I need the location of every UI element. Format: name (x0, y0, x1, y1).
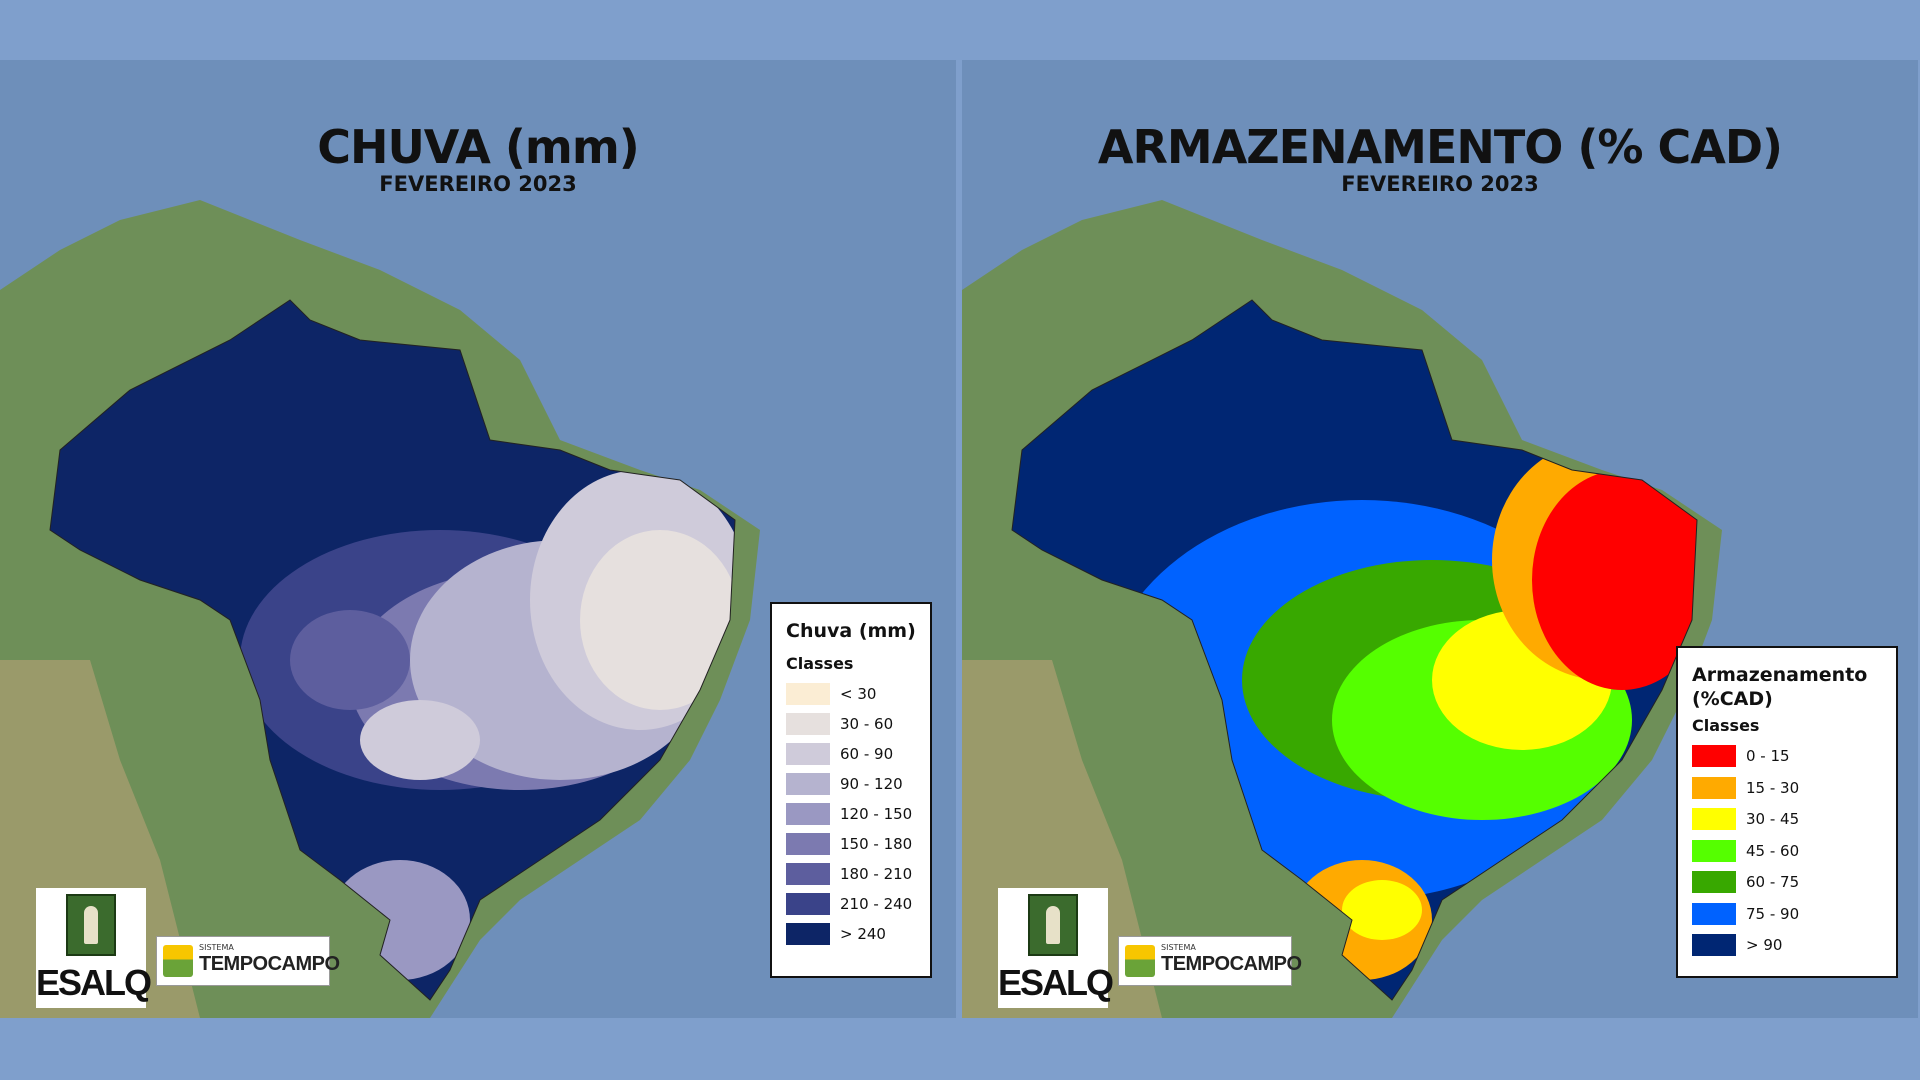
legend-label: 180 - 210 (840, 864, 913, 883)
legend-item: 60 - 90 (786, 739, 916, 769)
legend-swatch (786, 742, 830, 765)
legend-label: 45 - 60 (1746, 841, 1800, 860)
legend-swatch (786, 892, 830, 915)
legend-item: 15 - 30 (1692, 772, 1882, 804)
legend-label: > 90 (1746, 936, 1783, 955)
legend-label: > 240 (840, 924, 886, 943)
legend-label: 15 - 30 (1746, 778, 1800, 797)
legend-item: 60 - 75 (1692, 867, 1882, 899)
legend-label: 30 - 60 (840, 714, 894, 733)
legend-swatch (786, 772, 830, 795)
legend-item: 210 - 240 (786, 889, 916, 919)
rain-legend-title: Chuva (mm) (786, 620, 916, 642)
storage-legend-title: Armazenamento (%CAD) (1692, 664, 1868, 710)
legend-label: 210 - 240 (840, 894, 913, 913)
tempocampo-logo: SISTEMA TEMPOCAMPO (156, 936, 340, 986)
legend-swatch (786, 712, 830, 735)
legend-item: 180 - 210 (786, 859, 916, 889)
tempocampo-small-text: SISTEMA (199, 943, 234, 952)
tempocampo-logo: SISTEMA TEMPOCAMPO (1118, 936, 1302, 986)
esalq-logo: ESALQ (36, 888, 152, 1008)
rain-map-subtitle: FEVEREIRO 2023 (379, 172, 577, 196)
rain-map-panel: CHUVA (mm) FEVEREIRO 2023 Chuva (mm) Cla… (0, 60, 956, 1018)
legend-swatch (1692, 934, 1736, 957)
legend-item: < 30 (786, 679, 916, 709)
esalq-shield-icon (1028, 894, 1078, 956)
legend-label: 75 - 90 (1746, 904, 1800, 923)
legend-label: 0 - 15 (1746, 747, 1790, 766)
legend-swatch (786, 682, 830, 705)
legend-swatch (1692, 902, 1736, 925)
legend-label: 30 - 45 (1746, 810, 1800, 829)
tempocampo-sun-icon (163, 945, 193, 977)
legend-item: > 90 (1692, 930, 1882, 962)
legend-item: > 240 (786, 919, 916, 949)
legend-item: 30 - 45 (1692, 804, 1882, 836)
storage-legend: Armazenamento (%CAD) Classes 0 - 15 15 -… (1676, 646, 1898, 978)
legend-label: < 30 (840, 684, 877, 703)
legend-label: 60 - 75 (1746, 873, 1800, 892)
storage-legend-subtitle: Classes (1692, 715, 1760, 735)
legend-swatch (786, 832, 830, 855)
legend-label: 150 - 180 (840, 834, 913, 853)
esalq-logo-text: ESALQ (998, 962, 1114, 1003)
legend-item: 75 - 90 (1692, 898, 1882, 930)
legend-item: 90 - 120 (786, 769, 916, 799)
storage-map-subtitle: FEVEREIRO 2023 (1341, 172, 1539, 196)
rain-legend-subtitle: Classes (786, 653, 854, 673)
storage-map-title: ARMAZENAMENTO (% CAD) (1097, 120, 1783, 174)
legend-swatch (786, 922, 830, 945)
legend-swatch (1692, 839, 1736, 862)
storage-map-background (962, 60, 1918, 1018)
rain-legend: Chuva (mm) Classes < 30 30 - 60 60 - 90 … (770, 602, 932, 978)
tempocampo-small-text: SISTEMA (1161, 943, 1196, 952)
esalq-shield-icon (66, 894, 116, 956)
storage-map-panel: ARMAZENAMENTO (% CAD) FEVEREIRO 2023 Arm… (962, 60, 1918, 1018)
tempocampo-sun-icon (1125, 945, 1155, 977)
rain-map-title: CHUVA (mm) (317, 120, 640, 174)
legend-label: 90 - 120 (840, 774, 903, 793)
legend-item: 120 - 150 (786, 799, 916, 829)
legend-swatch (1692, 808, 1736, 831)
legend-item: 30 - 60 (786, 709, 916, 739)
legend-item: 45 - 60 (1692, 835, 1882, 867)
legend-swatch (1692, 776, 1736, 799)
legend-label: 60 - 90 (840, 744, 894, 763)
legend-swatch (1692, 871, 1736, 894)
tempocampo-text: TEMPOCAMPO (1161, 953, 1302, 975)
esalq-logo-text: ESALQ (36, 962, 152, 1003)
legend-item: 0 - 15 (1692, 741, 1882, 773)
legend-swatch (1692, 745, 1736, 768)
tempocampo-text: TEMPOCAMPO (199, 953, 340, 975)
legend-label: 120 - 150 (840, 804, 913, 823)
legend-swatch (786, 802, 830, 825)
esalq-logo: ESALQ (998, 888, 1114, 1008)
legend-item: 150 - 180 (786, 829, 916, 859)
legend-swatch (786, 862, 830, 885)
